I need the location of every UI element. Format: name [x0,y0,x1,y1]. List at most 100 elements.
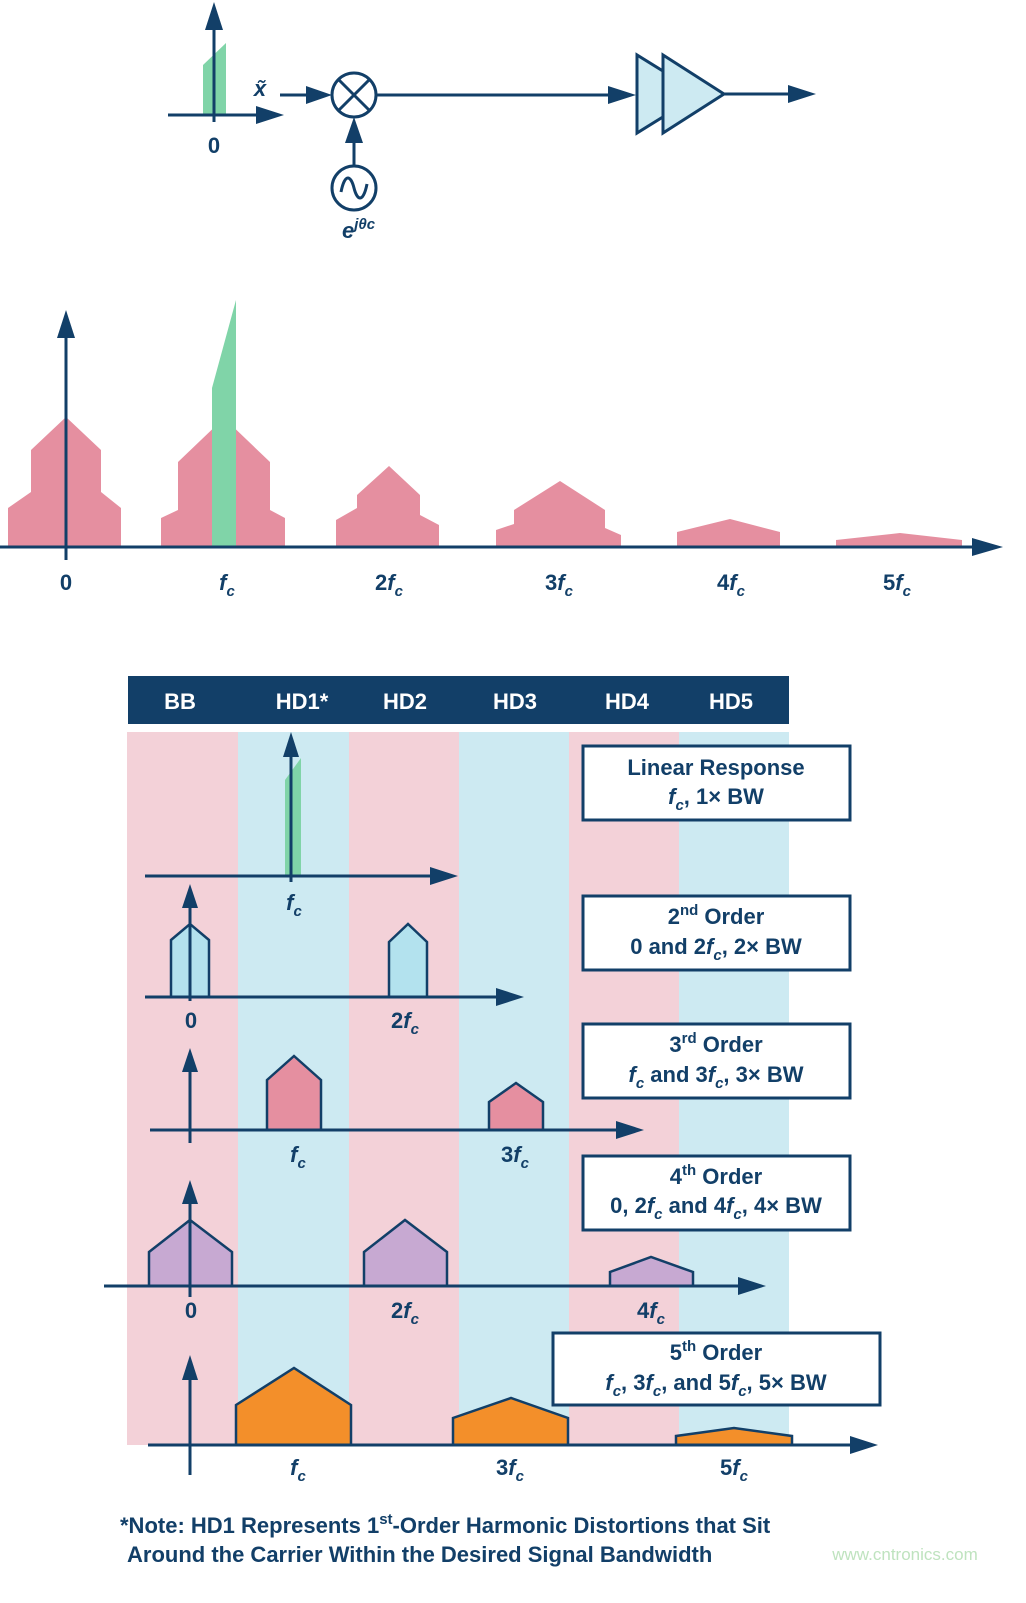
text-segment: f [729,570,739,595]
signal-fc [285,758,301,876]
text-segment: x̃ [253,76,267,101]
text-segment: 0 [60,570,72,595]
spectrum-label: 2fc [375,570,404,600]
text-segment: c [903,583,912,600]
spectrum-5fc [836,533,962,547]
band-hd2 [349,732,459,1445]
text-segment: 3 [496,1455,508,1480]
text-segment: c [653,1383,662,1400]
text-segment: jθ [352,216,367,233]
label-box [581,744,852,822]
text-segment: f [290,1142,300,1167]
harmonic-2fc [387,922,429,999]
spectrum-2fc [336,466,439,547]
text-segment: Order [697,1032,763,1057]
text-segment: c [654,1206,663,1223]
text-segment: -Order Harmonic Distortions that Sit [393,1513,771,1538]
text-segment: 4 [717,570,730,595]
text-segment: Order [696,1340,762,1365]
box-subtitle: fc and 3fc, 3× BW [629,1062,804,1092]
text-segment: e [342,218,354,243]
text-segment: , 1× BW [684,784,764,809]
axis-label: 0 [185,1008,197,1033]
arrowhead-icon [256,106,284,124]
band-header-bar [128,676,789,724]
text-segment: Linear Response [627,755,804,780]
text-segment: f [513,1142,523,1167]
output-spectrum: 0 fc 2fc 3fc 4fc 5fc [0,300,1003,600]
text-segment: f [286,890,296,915]
axis-label: fc [286,890,302,920]
band-header: HD4 [605,689,650,714]
arrowhead-icon [616,1121,644,1139]
axis-label: 0 [185,1298,197,1323]
row-3rd-order: fc 3fc 3rd Order fc and 3fc, 3× BW [150,1022,852,1172]
text-segment: th [682,1162,696,1179]
text-segment: c [740,1468,749,1485]
text-segment: f [557,570,567,595]
footnote-line-2: Around the Carrier Within the Desired Si… [127,1542,712,1567]
label-box [551,1331,882,1407]
mixer-icon [330,71,378,119]
text-segment: f [668,784,678,809]
arrowhead-icon [738,1277,766,1295]
footnote-line-1: *Note: HD1 Represents 1st-Order Harmonic… [120,1511,771,1538]
box-title: 2nd Order [668,902,765,929]
text-segment: f [895,570,905,595]
text-segment: , 4× BW [742,1193,822,1218]
amplifier-icon [635,52,727,136]
spectrum-3fc [496,481,621,547]
text-segment: , 3× BW [723,1062,803,1087]
arrowhead-icon [283,732,299,757]
arrowhead-icon [306,86,332,104]
text-segment: , 3 [621,1370,645,1395]
axis-label: fc [290,1142,306,1172]
text-segment: 2 [391,1298,403,1323]
text-segment: f [387,570,397,595]
arrowhead-icon [430,867,458,885]
axis-label: 2fc [391,1008,420,1038]
text-segment: 0 [185,1298,197,1323]
spectrum-label: 4fc [717,570,746,600]
text-segment: c [713,947,722,964]
text-segment: *Note: HD1 Represents 1 [120,1513,379,1538]
text-segment: f [508,1455,518,1480]
arrowhead-icon [972,538,1003,556]
arrowhead-icon [788,85,816,103]
text-segment: c [657,1311,666,1328]
text-segment: f [403,1008,413,1033]
spectrum-label: 3fc [545,570,574,600]
arrowhead-icon [182,884,198,908]
arrowhead-icon [850,1436,878,1454]
text-segment: 0 [185,1008,197,1033]
box-subtitle: 0, 2fc and 4fc, 4× BW [610,1193,822,1223]
arrowhead-icon [182,1355,198,1380]
text-segment: c [521,1155,530,1172]
text-segment: c [565,583,574,600]
box-subtitle: 0 and 2fc, 2× BW [630,934,802,964]
row-linear-response: fc Linear Response fc, 1× BW [145,732,852,920]
text-segment: , 5× BW [747,1370,827,1395]
box-subtitle: fc, 1× BW [668,784,764,814]
box-subtitle: fc, 3fc, and 5fc, 5× BW [605,1370,826,1400]
arrowhead-icon [205,2,223,30]
text-segment: f [605,1370,615,1395]
text-segment: , 2× BW [722,934,802,959]
text-segment: c [516,1468,525,1485]
text-segment: nd [680,902,698,919]
text-segment: c [411,1311,420,1328]
text-segment: c [733,1206,742,1223]
arrowhead-icon [57,310,75,338]
band-header: HD2 [383,689,427,714]
spectrum-fc-signal [212,300,236,547]
text-segment: f [706,934,716,959]
box-title: 3rd Order [669,1030,763,1057]
text-segment: c [367,216,376,233]
text-segment: f [219,570,229,595]
axis-label: 3fc [501,1142,530,1172]
text-segment: f [649,1298,659,1323]
text-segment: f [646,1370,656,1395]
text-segment: 3 [545,570,557,595]
label-box [581,1154,852,1232]
